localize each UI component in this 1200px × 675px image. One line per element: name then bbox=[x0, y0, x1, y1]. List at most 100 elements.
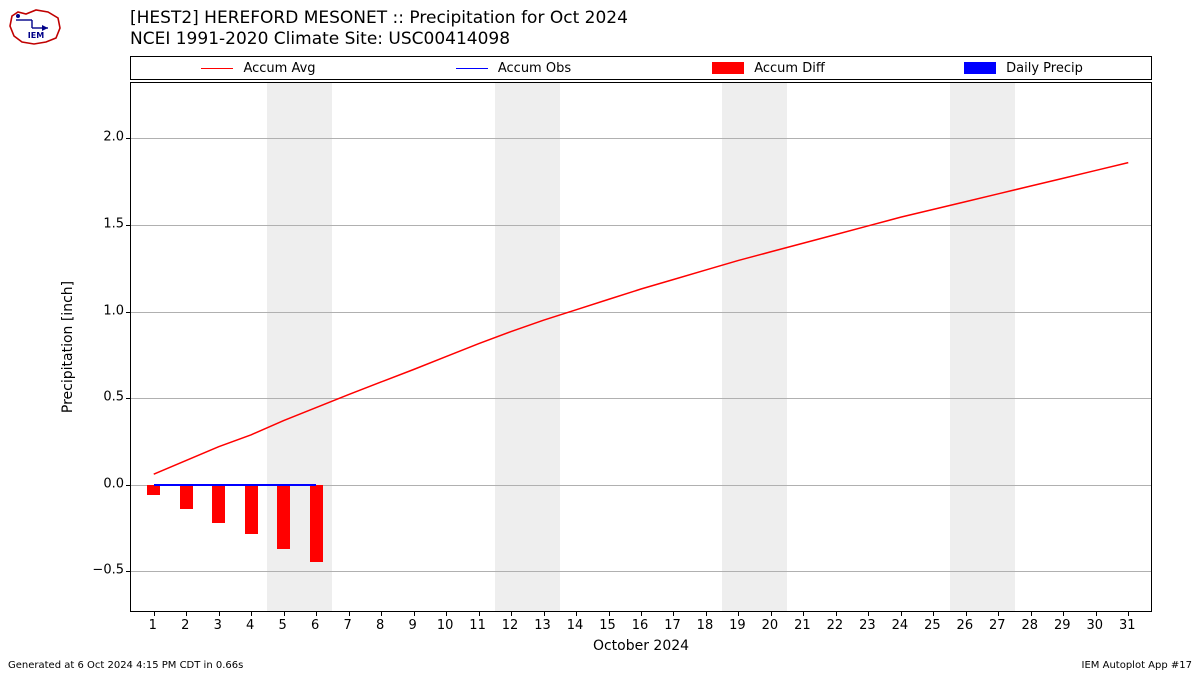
x-tick-label: 6 bbox=[311, 618, 319, 633]
y-tick bbox=[126, 225, 130, 226]
x-tick-label: 11 bbox=[469, 618, 486, 633]
x-tick bbox=[349, 612, 350, 616]
x-tick-label: 8 bbox=[376, 618, 384, 633]
x-tick-label: 19 bbox=[729, 618, 746, 633]
y-tick-label: −0.5 bbox=[64, 563, 124, 578]
accum-avg-line bbox=[154, 163, 1129, 475]
x-tick-label: 28 bbox=[1022, 618, 1039, 633]
x-tick bbox=[803, 612, 804, 616]
x-tick bbox=[544, 612, 545, 616]
accum-diff-bar bbox=[277, 485, 290, 549]
legend-label: Accum Avg bbox=[243, 61, 315, 76]
x-tick bbox=[738, 612, 739, 616]
x-tick-label: 20 bbox=[762, 618, 779, 633]
y-tick bbox=[126, 571, 130, 572]
x-tick-label: 14 bbox=[567, 618, 584, 633]
x-tick-label: 26 bbox=[957, 618, 974, 633]
x-tick-label: 15 bbox=[599, 618, 616, 633]
x-tick bbox=[154, 612, 155, 616]
x-tick-label: 12 bbox=[502, 618, 519, 633]
plot-area bbox=[130, 82, 1152, 612]
x-tick bbox=[414, 612, 415, 616]
x-tick-label: 3 bbox=[214, 618, 222, 633]
legend-label: Accum Diff bbox=[754, 61, 825, 76]
footer-app: IEM Autoplot App #17 bbox=[1082, 660, 1192, 671]
x-tick bbox=[933, 612, 934, 616]
x-tick-label: 10 bbox=[437, 618, 454, 633]
title-line1: [HEST2] HEREFORD MESONET :: Precipitatio… bbox=[130, 8, 628, 29]
x-tick-label: 29 bbox=[1054, 618, 1071, 633]
x-tick bbox=[479, 612, 480, 616]
y-tick-label: 0.0 bbox=[64, 476, 124, 491]
legend-swatch bbox=[201, 68, 233, 69]
y-tick-label: 0.5 bbox=[64, 390, 124, 405]
x-tick bbox=[251, 612, 252, 616]
x-tick bbox=[609, 612, 610, 616]
accum-diff-bar bbox=[180, 485, 193, 509]
x-tick bbox=[576, 612, 577, 616]
x-tick-label: 9 bbox=[408, 618, 416, 633]
x-tick-label: 2 bbox=[181, 618, 189, 633]
x-tick-label: 1 bbox=[149, 618, 157, 633]
x-tick-label: 4 bbox=[246, 618, 254, 633]
x-tick bbox=[1096, 612, 1097, 616]
legend-item: Accum Obs bbox=[386, 61, 641, 76]
x-tick bbox=[284, 612, 285, 616]
x-tick bbox=[446, 612, 447, 616]
x-tick bbox=[706, 612, 707, 616]
x-tick bbox=[1031, 612, 1032, 616]
y-tick-label: 1.0 bbox=[64, 303, 124, 318]
x-tick-label: 24 bbox=[892, 618, 909, 633]
accum-diff-bar bbox=[245, 485, 258, 535]
iem-logo: IEM bbox=[8, 6, 64, 46]
accum-diff-bar bbox=[310, 485, 323, 562]
x-tick-label: 18 bbox=[697, 618, 714, 633]
y-tick bbox=[126, 138, 130, 139]
x-tick-label: 22 bbox=[827, 618, 844, 633]
accum-obs-line bbox=[154, 484, 316, 486]
y-tick bbox=[126, 312, 130, 313]
legend-item: Daily Precip bbox=[896, 61, 1151, 76]
legend-swatch bbox=[712, 62, 744, 74]
y-tick-label: 1.5 bbox=[64, 216, 124, 231]
legend-label: Accum Obs bbox=[498, 61, 571, 76]
x-tick-label: 23 bbox=[859, 618, 876, 633]
x-tick-label: 17 bbox=[664, 618, 681, 633]
svg-text:IEM: IEM bbox=[28, 31, 44, 40]
legend-label: Daily Precip bbox=[1006, 61, 1083, 76]
accum-diff-bar bbox=[212, 485, 225, 523]
title-line2: NCEI 1991-2020 Climate Site: USC00414098 bbox=[130, 29, 628, 50]
x-tick-label: 25 bbox=[924, 618, 941, 633]
x-tick-label: 7 bbox=[344, 618, 352, 633]
legend-item: Accum Avg bbox=[131, 61, 386, 76]
x-tick bbox=[868, 612, 869, 616]
x-tick-label: 27 bbox=[989, 618, 1006, 633]
x-tick-label: 13 bbox=[534, 618, 551, 633]
x-tick bbox=[1128, 612, 1129, 616]
x-tick-label: 5 bbox=[279, 618, 287, 633]
x-tick bbox=[219, 612, 220, 616]
x-tick bbox=[186, 612, 187, 616]
x-axis-label: October 2024 bbox=[593, 638, 689, 654]
x-tick bbox=[771, 612, 772, 616]
x-tick bbox=[966, 612, 967, 616]
legend-swatch bbox=[456, 68, 488, 69]
legend: Accum Avg Accum Obs Accum Diff Daily Precip bbox=[130, 56, 1152, 80]
x-tick-label: 21 bbox=[794, 618, 811, 633]
x-tick-label: 30 bbox=[1086, 618, 1103, 633]
legend-swatch bbox=[964, 62, 996, 74]
x-tick-label: 31 bbox=[1119, 618, 1136, 633]
y-tick bbox=[126, 485, 130, 486]
y-tick-label: 2.0 bbox=[64, 130, 124, 145]
x-tick bbox=[316, 612, 317, 616]
x-tick bbox=[641, 612, 642, 616]
legend-item: Accum Diff bbox=[641, 61, 896, 76]
x-tick bbox=[673, 612, 674, 616]
x-tick bbox=[998, 612, 999, 616]
accum-diff-bar bbox=[147, 485, 160, 495]
x-tick bbox=[836, 612, 837, 616]
footer-generated: Generated at 6 Oct 2024 4:15 PM CDT in 0… bbox=[8, 660, 243, 671]
x-tick-label: 16 bbox=[632, 618, 649, 633]
x-tick bbox=[901, 612, 902, 616]
y-tick bbox=[126, 398, 130, 399]
